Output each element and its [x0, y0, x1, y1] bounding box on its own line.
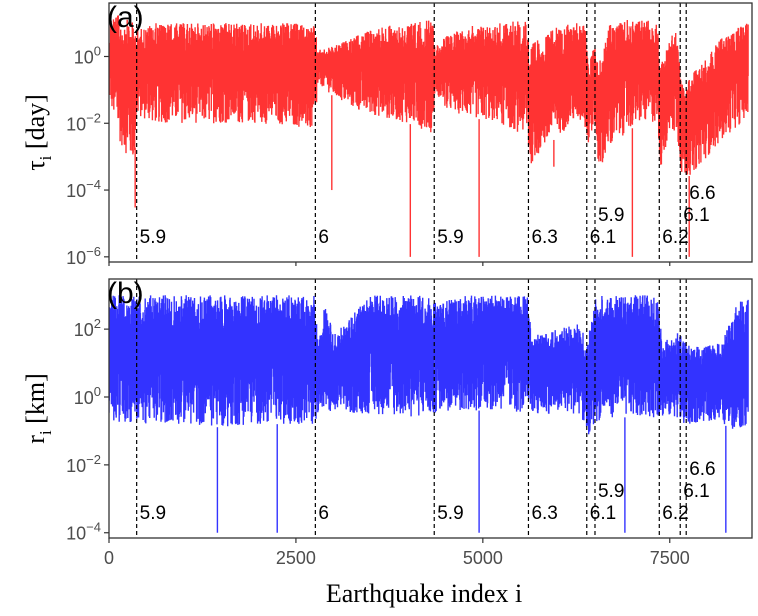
- x-tick-label: 5000: [463, 548, 503, 568]
- panel-b: 5.9 6 5.9 6.3 6.15.96.26.16.610−410−2100102(…: [21, 277, 753, 544]
- y-tick-label: 10−4: [66, 177, 101, 201]
- y-tick-label: 100: [74, 43, 101, 67]
- magnitude-label: 5.9: [437, 227, 463, 248]
- x-axis: 0 2500 5000 7500: [104, 262, 690, 568]
- magnitude-label: 5.9: [140, 227, 166, 248]
- panel-frame: [108, 2, 753, 263]
- magnitude-label: 6.6: [689, 183, 715, 204]
- panel-frame: [108, 278, 753, 539]
- magnitude-label: 5.9: [140, 503, 166, 524]
- panel-label: (b): [107, 277, 144, 310]
- y-tick-label: 10−6: [66, 244, 101, 268]
- data-series: [109, 15, 749, 175]
- magnitude-label: 6: [318, 227, 329, 248]
- magnitude-label: 6.1: [683, 481, 709, 502]
- magnitude-label: 6.3: [531, 227, 557, 248]
- magnitude-label: 6.6: [689, 459, 715, 480]
- magnitude-label: 5.9: [598, 205, 624, 226]
- panel-a: 5.9 6 5.9 6.3 6.15.96.26.16.610−610−410−2100…: [21, 1, 753, 268]
- magnitude-label: 6.1: [590, 227, 616, 248]
- magnitude-label: 6.3: [531, 503, 557, 524]
- x-axis-title: Earthquake index i: [326, 579, 522, 608]
- data-series: [109, 295, 749, 435]
- y-tick-label: 10−2: [66, 110, 101, 134]
- y-tick-label: 102: [74, 316, 101, 340]
- magnitude-label: 6.1: [683, 205, 709, 226]
- magnitude-label: 6.1: [590, 503, 616, 524]
- x-tick-label: 2500: [276, 548, 316, 568]
- y-tick-label: 100: [74, 384, 101, 408]
- x-tick-label: 0: [104, 548, 114, 568]
- y-axis-title: τi [day]: [21, 94, 55, 171]
- x-tick-label: 7500: [650, 548, 690, 568]
- magnitude-label: 6.2: [662, 503, 688, 524]
- magnitude-label: 6: [318, 503, 329, 524]
- y-tick-label: 10−2: [66, 452, 101, 476]
- magnitude-label: 5.9: [598, 481, 624, 502]
- y-tick-label: 10−4: [66, 520, 101, 544]
- y-axis-title: ri [km]: [21, 373, 55, 443]
- panel-label: (a): [107, 1, 144, 34]
- magnitude-label: 6.2: [662, 227, 688, 248]
- magnitude-label: 5.9: [437, 503, 463, 524]
